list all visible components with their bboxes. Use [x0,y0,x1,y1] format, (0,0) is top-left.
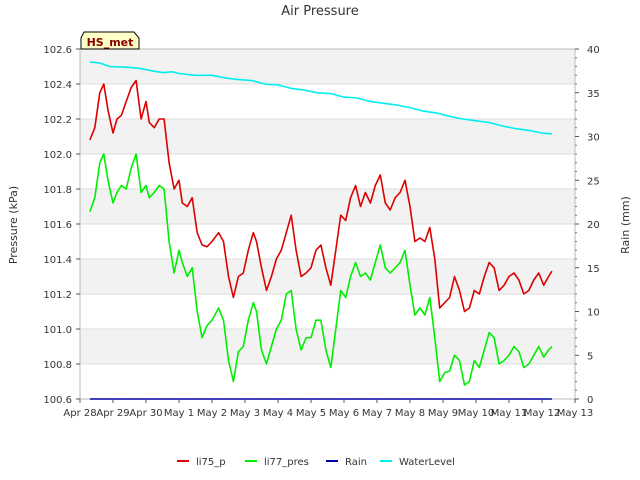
x-tick-label: May 2 [197,408,227,419]
y2-tick-label: 40 [587,45,600,56]
y-tick-label: 101.2 [43,290,72,301]
series-line-li77-pres [89,153,553,386]
y-axis-label: Pressure (kPa) [7,186,20,264]
x-tick-label: May 10 [458,408,495,419]
y2-tick-label: 0 [587,395,593,406]
y2-tick-label: 20 [587,220,600,231]
x-tick-label: May 12 [524,408,561,419]
x-tick-label: May 5 [296,408,326,419]
y-tick-label: 101.6 [43,220,72,231]
y-tick-label: 102.6 [43,45,72,56]
x-tick-label: May 9 [428,408,458,419]
x-tick-label: May 13 [557,408,594,419]
series-line-li75-p [89,79,553,313]
x-axis-ticks: Apr 28 Apr 29 Apr 30 May 1 May 2 May 3 May 4 Ma… [63,399,593,419]
y2-tick-label: 35 [587,89,600,100]
y2-tick-label: 25 [587,176,600,187]
station-badge-box [80,31,140,50]
x-tick-label: May 1 [164,408,194,419]
y-tick-label: 102.4 [43,80,72,91]
y-tick-label: 102.0 [43,150,72,161]
x-tick-label: May 7 [362,408,392,419]
legend-label-rain: Rain [345,457,367,468]
x-tick-label: Apr 30 [129,408,162,419]
series-line-waterlevel [89,61,552,135]
legend-label-waterlevel: WaterLevel [399,457,455,468]
background-band [80,49,575,84]
series-layer [89,61,553,400]
y-tick-label: 100.6 [43,395,72,406]
background-band [80,189,575,224]
y-tick-label: 101.4 [43,255,72,266]
y2-axis-label: Rain (mm) [619,196,632,254]
y-tick-label: 102.2 [43,115,72,126]
y2-tick-label: 30 [587,133,600,144]
background-band [80,259,575,294]
y2-tick-label: 5 [587,351,593,362]
legend: li75_p li77_pres Rain WaterLevel [177,457,455,468]
legend-label-li77-pres: li77_pres [264,457,309,468]
background-band [80,119,575,154]
y-tick-label: 101.0 [43,325,72,336]
y2-tick-label: 15 [587,264,600,275]
y2-axis-ticks: 0 5 10 15 20 25 30 35 40 [575,45,600,406]
x-tick-label: May 3 [230,408,260,419]
x-tick-label: Apr 28 [63,408,96,419]
y-tick-label: 100.8 [43,360,72,371]
x-tick-label: May 8 [395,408,425,419]
x-tick-label: May 6 [329,408,359,419]
x-tick-label: May 11 [491,408,528,419]
chart-title: Air Pressure [281,4,359,19]
legend-label-li75-p: li75_p [196,457,226,468]
background-band [80,329,575,364]
y2-tick-label: 10 [587,308,600,319]
y-tick-label: 101.8 [43,185,72,196]
x-tick-label: May 4 [263,408,293,419]
station-badge-label: HS_met [87,36,134,49]
y-axis-ticks: 100.6 100.8 101.0 101.2 101.4 101.6 101.8 102.0… [43,45,80,406]
background-bands [80,49,575,364]
station-badge: HS_met [80,31,140,50]
x-tick-label: Apr 29 [96,408,129,419]
